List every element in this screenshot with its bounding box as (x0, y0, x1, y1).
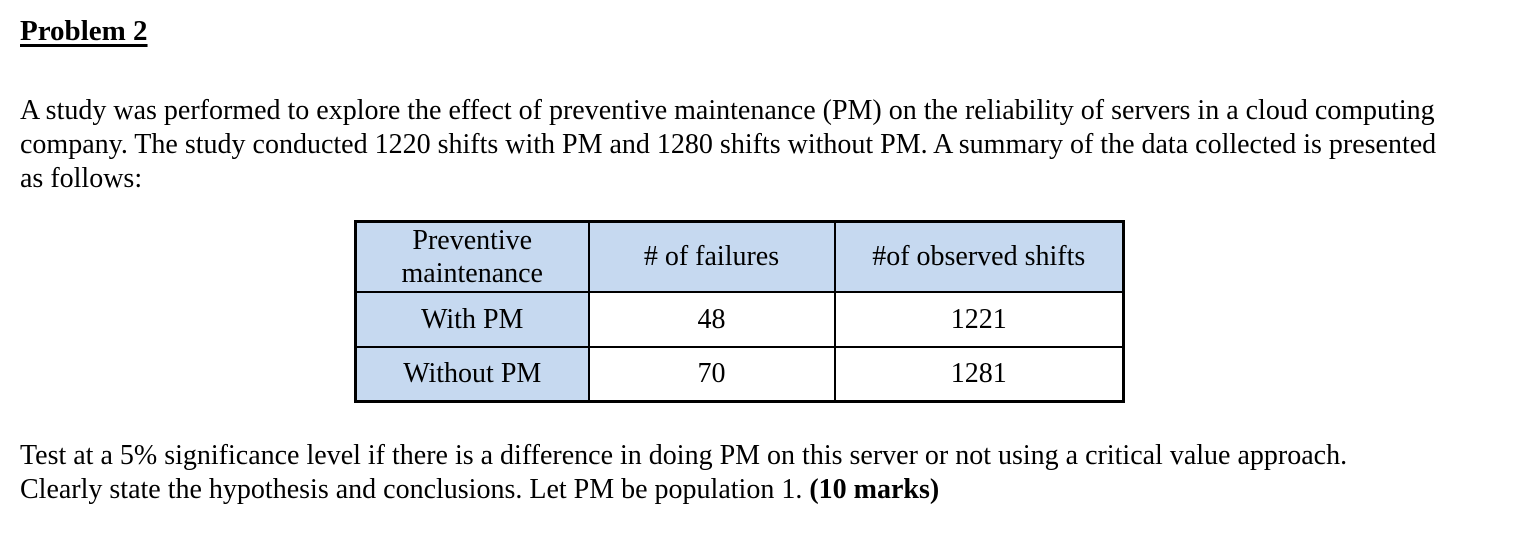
row-label-with-pm: With PM (354, 290, 590, 348)
header-num-observed-shifts: #of observed shifts (833, 220, 1125, 293)
row-label-without-pm: Without PM (354, 345, 590, 403)
without-pm-failures: 70 (587, 345, 836, 403)
table-header-row: Preventive maintenance # of failures #of… (354, 220, 1125, 293)
with-pm-failures: 48 (587, 290, 836, 348)
task-line-1: Test at a 5% significance level if there… (20, 440, 1348, 471)
intro-line-3: as follows: (20, 163, 143, 194)
problem-title: Problem 2 (20, 15, 148, 47)
intro-line-1: A study was performed to explore the eff… (20, 95, 1435, 126)
task-paragraph: Test at a 5% significance level if there… (20, 439, 1524, 507)
table-row-without-pm: Without PM 70 1281 (354, 345, 1125, 403)
intro-paragraph: A study was performed to explore the eff… (20, 94, 1524, 196)
pm-summary-table: Preventive maintenance # of failures #of… (354, 220, 1125, 403)
table-row-with-pm: With PM 48 1221 (354, 290, 1125, 348)
header-preventive-maintenance: Preventive maintenance (354, 220, 590, 293)
task-line-2: Clearly state the hypothesis and conclus… (20, 473, 1524, 507)
with-pm-shifts: 1221 (833, 290, 1125, 348)
without-pm-shifts: 1281 (833, 345, 1125, 403)
marks-label: (10 marks) (809, 474, 940, 505)
header-num-failures: # of failures (587, 220, 836, 293)
task-line-2-text: Clearly state the hypothesis and conclus… (20, 474, 810, 505)
intro-line-2: company. The study conducted 1220 shifts… (20, 129, 1437, 160)
